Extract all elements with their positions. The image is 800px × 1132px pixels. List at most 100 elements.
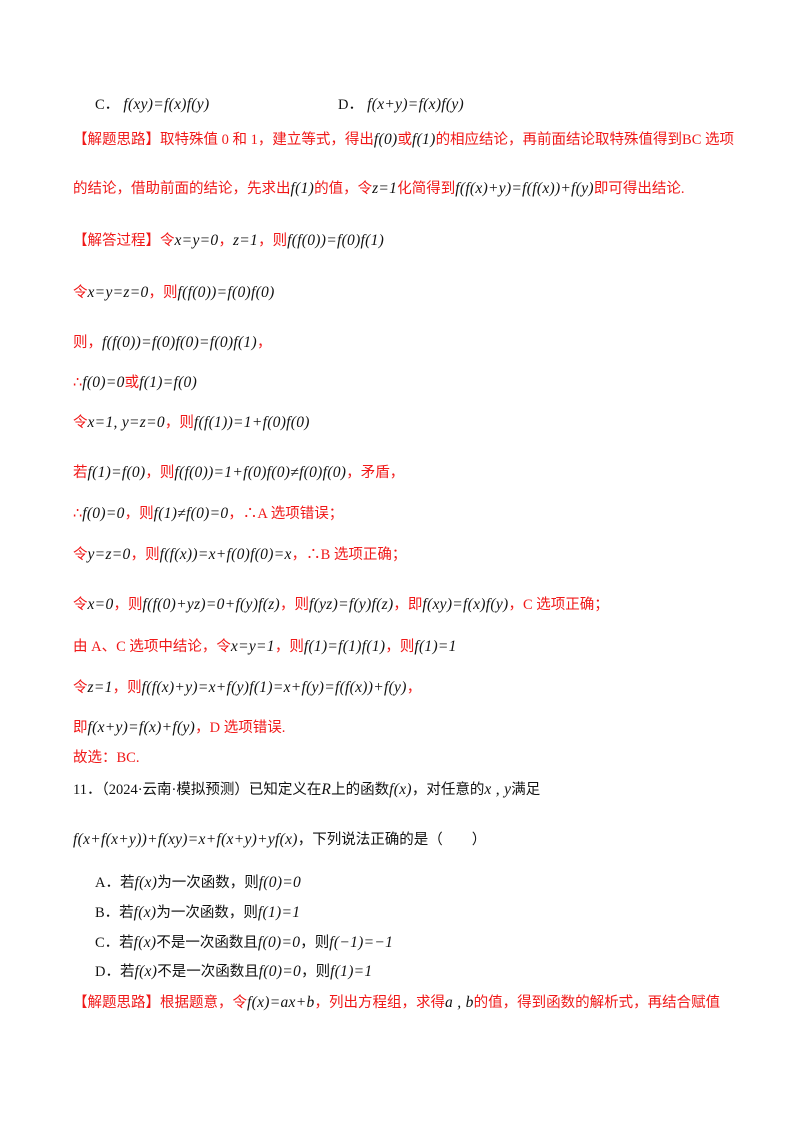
- text-segment: ，对任意的: [411, 782, 485, 798]
- text-segment: 或: [397, 132, 412, 148]
- text-segment: 或: [124, 375, 140, 391]
- question-11-option-d: D．若f(x)不是一次函数且f(0)=0，则f(1)=1: [95, 962, 372, 982]
- math-expression: f(1): [290, 180, 315, 197]
- math-expression: z=1: [372, 180, 398, 197]
- text-segment: 化简得到: [397, 181, 456, 197]
- math-expression: f(0)=0: [82, 505, 125, 522]
- question-11-option-a: A．若f(x)为一次函数，则f(0)=0: [95, 873, 301, 893]
- math-expression: f(f(0)+yz)=0+f(y)f(z): [142, 596, 281, 613]
- math-expression: f(0)=0: [257, 934, 301, 951]
- text-segment: 令: [73, 415, 88, 431]
- text-segment: ，: [406, 680, 422, 696]
- text-segment: 【解题思路】取特殊值 0 和 1，建立等式，得出: [73, 132, 374, 148]
- text-segment: 为一次函数，则: [156, 905, 258, 921]
- text-segment: ，则: [280, 597, 310, 613]
- math-expression: f(x+y)=f(x)+f(y): [87, 719, 196, 736]
- math-expression: f(x)=ax+b: [247, 994, 315, 1011]
- text-segment: 由 A、C 选项中结论，令: [73, 639, 231, 655]
- math-expression: f(f(x))=x+f(0)f(0)=x: [159, 546, 292, 563]
- math-expression: f(1)=1: [414, 638, 457, 655]
- text-segment: ，C 选项正确；: [508, 597, 609, 613]
- text-segment: ，列出方程组，求得: [314, 995, 446, 1011]
- solution-5: 令x=1, y=z=0，则f(f(1))=1+f(0)f(0): [73, 413, 310, 433]
- text-segment: 【解题思路】根据题意，令: [73, 995, 247, 1011]
- text-segment: ，下列说法正确的是（ ）: [297, 832, 487, 848]
- math-expression: f(0)=0: [258, 963, 302, 980]
- math-expression: f(x+f(x+y))+f(xy)=x+f(x+y)+yf(x): [73, 831, 298, 848]
- text-segment: ，则: [130, 547, 160, 563]
- text-segment: 则，: [73, 335, 102, 351]
- text-segment: C．: [95, 97, 120, 113]
- text-segment: 即可得出结论.: [593, 181, 685, 197]
- thinking-1: 【解题思路】取特殊值 0 和 1，建立等式，得出f(0)或f(1)的相应结论，再…: [73, 130, 734, 150]
- answer: 故选：BC.: [73, 748, 139, 768]
- text-segment: C．若: [95, 935, 134, 951]
- math-expression: f(x): [134, 963, 158, 980]
- text-segment: ，矛盾，: [346, 465, 405, 481]
- text-segment: A．若: [95, 875, 135, 891]
- text-segment: 令: [73, 680, 88, 696]
- math-expression: f(1): [411, 131, 436, 148]
- math-expression: f(x): [133, 904, 157, 921]
- text-segment: 的值，得到函数的解析式，再结合赋值: [473, 995, 721, 1011]
- text-segment: 即: [73, 720, 88, 736]
- math-expression: z=1: [232, 232, 259, 249]
- text-segment: 【解答过程】令: [73, 233, 175, 249]
- math-expression: f(xy)=f(x)f(y): [422, 596, 509, 613]
- question-11-stem-2: f(x+f(x+y))+f(xy)=x+f(x+y)+yf(x)，下列说法正确的…: [73, 830, 486, 850]
- solution-8: 令y=z=0，则f(f(x))=x+f(0)f(0)=x，∴B 选项正确；: [73, 545, 406, 565]
- text-segment: 的相应结论，再前面结论取特殊值得到BC 选项: [435, 132, 735, 148]
- solution-4: ∴f(0)=0或f(1)=f(0): [73, 373, 197, 393]
- option-d-prev: D． f(x+y)=f(x)f(y): [338, 95, 464, 115]
- text-segment: ，则: [124, 506, 154, 522]
- math-expression: f(yz)=f(y)f(z): [309, 596, 394, 613]
- text-segment: ，∴A 选项错误；: [228, 506, 344, 522]
- text-segment: 不是一次函数且: [157, 964, 259, 980]
- text-segment: 不是一次函数且: [156, 935, 258, 951]
- text-segment: ，则: [274, 639, 304, 655]
- question-11-stem-1: 11．（2024·云南·模拟预测）已知定义在R上的函数f(x)，对任意的x , …: [73, 780, 540, 800]
- math-expression: x=0: [87, 596, 114, 613]
- text-segment: 令: [73, 547, 88, 563]
- math-expression: x=y=1: [230, 638, 275, 655]
- text-segment: D．若: [95, 964, 135, 980]
- math-expression: f(f(0))=f(0)f(1): [287, 232, 385, 249]
- text-segment: ∴: [73, 375, 83, 391]
- solution-2: 令x=y=z=0，则f(f(0))=f(0)f(0): [73, 283, 275, 303]
- text-segment: ，则: [113, 597, 143, 613]
- math-expression: f(0): [373, 131, 398, 148]
- thinking-2: 的结论，借助前面的结论，先求出f(1)的值，令z=1化简得到f(f(x)+y)=…: [73, 179, 685, 199]
- text-segment: 的值，令: [314, 181, 373, 197]
- math-expression: f(0)=0: [82, 374, 125, 391]
- question-11-option-b: B．若f(x)为一次函数，则f(1)=1: [95, 903, 300, 923]
- math-expression: f(1)=f(0): [139, 374, 198, 391]
- math-expression: R: [321, 781, 332, 798]
- text-segment: 上的函数: [331, 782, 390, 798]
- math-expression: f(f(0))=f(0)f(0)=f(0)f(1): [102, 334, 257, 351]
- text-segment: 满足: [511, 782, 541, 798]
- solution-10: 由 A、C 选项中结论，令x=y=1，则f(1)=f(1)f(1)，则f(1)=…: [73, 637, 457, 657]
- text-segment: ，则: [258, 233, 288, 249]
- text-segment: 11．（2024·云南·模拟预测）已知定义在: [73, 782, 322, 798]
- text-segment: ，则: [164, 415, 194, 431]
- math-expression: f(f(x)+y)=x+f(y)f(1)=x+f(y)=f(f(x))+f(y): [141, 679, 407, 696]
- solution-7: ∴f(0)=0，则f(1)≠f(0)=0，∴A 选项错误；: [73, 504, 343, 524]
- text-segment: 故选：BC.: [73, 750, 140, 766]
- math-expression: f(−1)=−1: [329, 934, 394, 951]
- math-expression: z=1: [87, 679, 113, 696]
- text-segment: ，即: [393, 597, 423, 613]
- text-segment: ，D 选项错误.: [195, 720, 286, 736]
- text-segment: ，则: [385, 639, 415, 655]
- text-segment: ，则: [300, 935, 330, 951]
- math-expression: x , y: [484, 781, 512, 798]
- math-expression: x=y=0: [174, 232, 219, 249]
- solution-1: 【解答过程】令x=y=0，z=1，则f(f(0))=f(0)f(1): [73, 231, 384, 251]
- math-expression: a , b: [445, 994, 474, 1011]
- solution-11: 令z=1，则f(f(x)+y)=x+f(y)f(1)=x+f(y)=f(f(x)…: [73, 678, 421, 698]
- math-expression: x=1, y=z=0: [87, 414, 165, 431]
- math-expression: f(f(x)+y)=f(f(x))+f(y): [455, 180, 594, 197]
- math-expression: f(1)=1: [330, 963, 373, 980]
- text-segment: 为一次函数，则: [157, 875, 259, 891]
- text-segment: ，则: [301, 964, 331, 980]
- text-segment: ∴: [73, 506, 83, 522]
